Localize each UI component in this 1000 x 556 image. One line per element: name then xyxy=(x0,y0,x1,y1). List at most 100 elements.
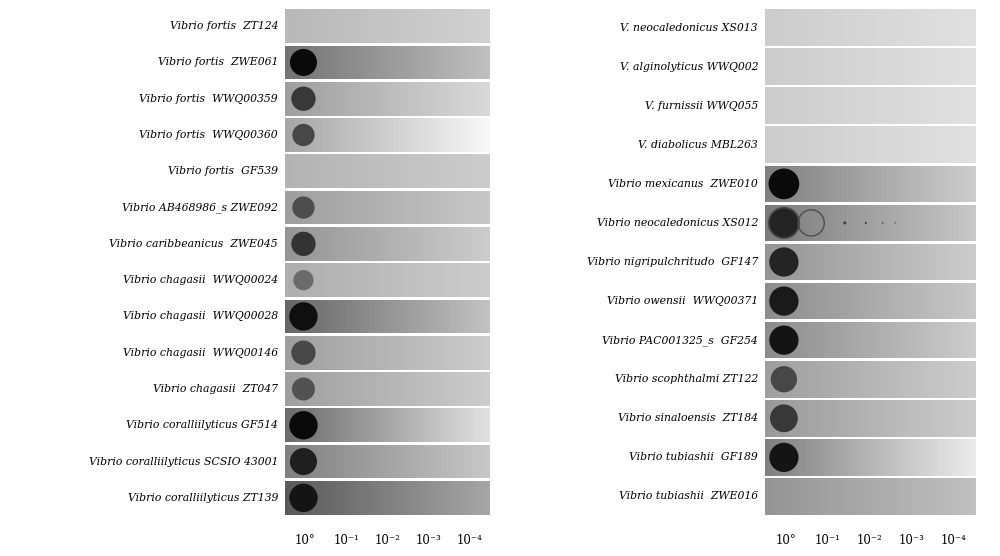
Bar xyxy=(830,400,832,436)
Bar xyxy=(405,227,407,261)
Bar xyxy=(788,87,790,124)
Bar xyxy=(333,300,335,333)
Bar xyxy=(350,191,352,225)
Bar xyxy=(311,46,313,80)
Bar xyxy=(840,205,842,241)
Bar xyxy=(444,481,446,515)
Bar xyxy=(921,48,923,85)
Bar xyxy=(369,118,371,152)
Bar xyxy=(331,263,333,297)
Bar xyxy=(966,9,968,46)
Bar xyxy=(865,87,867,124)
Bar xyxy=(449,300,451,333)
Bar xyxy=(879,244,881,280)
Bar xyxy=(367,82,369,116)
Bar xyxy=(768,283,771,319)
Bar xyxy=(854,87,856,124)
Bar xyxy=(471,481,473,515)
Bar xyxy=(447,409,449,442)
Bar xyxy=(896,205,898,241)
Text: Vibrio neocaledonicus XS012: Vibrio neocaledonicus XS012 xyxy=(597,218,758,228)
Bar xyxy=(290,336,292,370)
Bar xyxy=(417,300,419,333)
Bar xyxy=(454,82,456,116)
Bar xyxy=(372,82,374,116)
Bar xyxy=(902,478,904,515)
Bar xyxy=(461,263,463,297)
Bar xyxy=(900,166,902,202)
Bar xyxy=(940,205,942,241)
Bar xyxy=(292,191,294,225)
Bar xyxy=(306,155,308,188)
Bar xyxy=(417,118,419,152)
Bar xyxy=(403,336,405,370)
Bar xyxy=(376,46,378,80)
Bar xyxy=(874,9,876,46)
Bar xyxy=(936,9,939,46)
Bar xyxy=(895,9,897,46)
Bar xyxy=(793,400,795,436)
Bar xyxy=(287,118,289,152)
Bar xyxy=(481,46,484,80)
Bar xyxy=(401,263,403,297)
Bar xyxy=(860,87,862,124)
Bar xyxy=(872,244,874,280)
Bar xyxy=(487,227,489,261)
Bar xyxy=(805,166,808,202)
Bar xyxy=(386,227,388,261)
Bar xyxy=(300,227,303,261)
Bar xyxy=(297,46,299,80)
Bar xyxy=(823,439,825,476)
Bar xyxy=(958,166,960,202)
Bar xyxy=(931,400,934,436)
Bar xyxy=(972,478,974,515)
Bar xyxy=(447,46,449,80)
Bar xyxy=(832,244,834,280)
Bar xyxy=(435,82,438,116)
Bar xyxy=(370,481,373,515)
Bar xyxy=(341,372,344,406)
Bar xyxy=(343,300,345,333)
Bar xyxy=(861,322,864,359)
Bar xyxy=(311,372,313,406)
Bar xyxy=(328,118,330,152)
Bar xyxy=(394,227,397,261)
Bar xyxy=(856,478,858,515)
Bar xyxy=(389,263,391,297)
Bar xyxy=(765,361,767,398)
Bar xyxy=(480,336,482,370)
Bar xyxy=(408,263,410,297)
Bar xyxy=(790,361,792,398)
Bar xyxy=(391,82,393,116)
Bar xyxy=(837,439,839,476)
Bar xyxy=(394,118,397,152)
Bar xyxy=(945,478,948,515)
Bar xyxy=(796,361,799,398)
Bar xyxy=(364,118,366,152)
Bar xyxy=(882,48,885,85)
Bar xyxy=(958,439,960,476)
Bar xyxy=(804,361,806,398)
Bar xyxy=(959,361,962,398)
Bar xyxy=(362,46,364,80)
Bar xyxy=(347,9,349,43)
Bar xyxy=(912,400,914,436)
Bar xyxy=(851,9,853,46)
Bar xyxy=(381,481,383,515)
Bar xyxy=(949,9,951,46)
Bar xyxy=(838,400,841,436)
Bar xyxy=(285,336,287,370)
Bar xyxy=(856,244,858,280)
Bar xyxy=(403,409,405,442)
Bar xyxy=(819,205,822,241)
Bar xyxy=(931,439,934,476)
Bar xyxy=(300,46,303,80)
Bar xyxy=(784,87,786,124)
Bar xyxy=(442,227,444,261)
Bar xyxy=(321,372,323,406)
Bar xyxy=(930,87,932,124)
Bar xyxy=(802,48,804,85)
Bar xyxy=(396,445,398,479)
Bar xyxy=(326,118,328,152)
Bar xyxy=(912,322,914,359)
